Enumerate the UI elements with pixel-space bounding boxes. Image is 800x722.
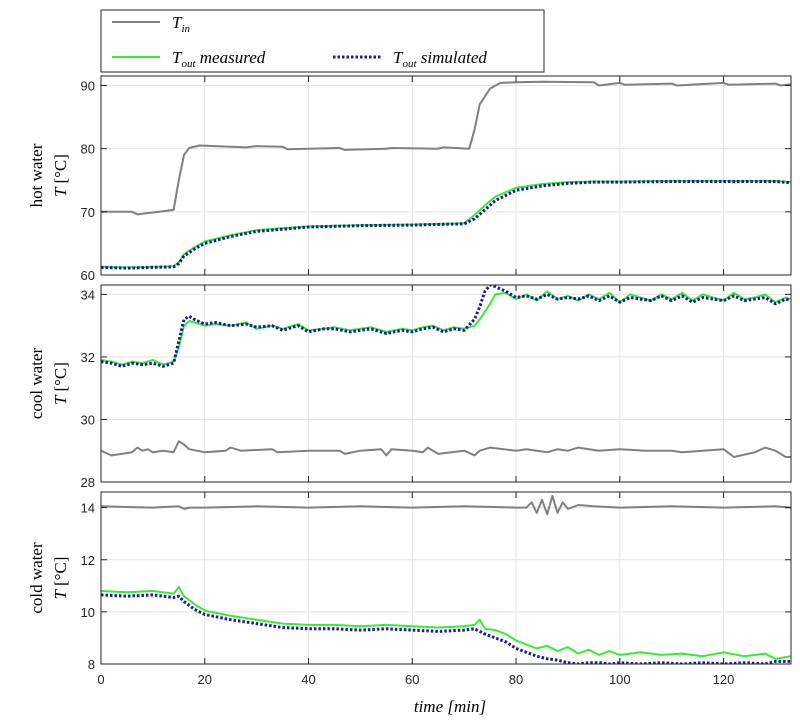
y-axis-variable: T bbox=[51, 392, 70, 405]
y-tick-label: 34 bbox=[81, 287, 95, 302]
x-tick-label: 60 bbox=[405, 672, 419, 687]
axes-frame bbox=[100, 75, 792, 276]
plot-area bbox=[101, 285, 791, 482]
y-tick-label: 60 bbox=[81, 268, 95, 283]
x-tick-label: 0 bbox=[97, 672, 104, 687]
x-tick-label: 120 bbox=[713, 672, 735, 687]
legend-label: Tin bbox=[172, 13, 191, 35]
legend-label: Tout measured bbox=[172, 48, 266, 70]
y-axis-title: cold water bbox=[27, 542, 46, 614]
series-group bbox=[101, 285, 791, 458]
panel-cool: 28 30 32 34 cool water T [°C] bbox=[27, 284, 792, 490]
series-group bbox=[101, 494, 791, 664]
y-tick-label: 12 bbox=[81, 553, 95, 568]
plot-area bbox=[101, 492, 791, 664]
axes-frame bbox=[100, 491, 792, 665]
series-group bbox=[101, 80, 791, 270]
x-axis-unit: [min] bbox=[447, 697, 486, 716]
y-axis-title: cool water bbox=[27, 348, 46, 420]
y-axis-unit: T [°C] bbox=[51, 557, 70, 600]
series-line-t-in bbox=[101, 440, 791, 458]
y-tick-label: 10 bbox=[81, 605, 95, 620]
y-tick-label: 90 bbox=[81, 78, 95, 93]
y-axis-variable: T bbox=[51, 586, 70, 599]
series-line-t-out-simulated bbox=[101, 285, 791, 368]
y-axis-unit-text: [°C] bbox=[51, 362, 70, 391]
y-tick-label: 80 bbox=[81, 142, 95, 157]
series-line-t-out-simulated bbox=[101, 593, 791, 664]
y-tick-label: 8 bbox=[88, 657, 95, 672]
y-tick-label: 30 bbox=[81, 412, 95, 427]
panel-cold: 8 10 12 14 0 20 40 60 80 100 120 cold water T [°C] bbox=[27, 491, 792, 687]
x-tick-label: 100 bbox=[609, 672, 631, 687]
panels: 60 70 80 90 hot water T [°C] 28 30 32 34 cool wate… bbox=[27, 75, 792, 687]
legend-entry: Tout simulated bbox=[333, 48, 487, 70]
axes-frame bbox=[100, 284, 792, 483]
y-tick-label: 14 bbox=[81, 501, 95, 516]
legend-entry: Tout measured bbox=[112, 48, 266, 70]
y-axis-variable: T bbox=[51, 184, 70, 197]
legend-label: Tout simulated bbox=[393, 48, 487, 70]
y-axis-unit-text: [°C] bbox=[51, 557, 70, 586]
x-axis-variable: time bbox=[414, 697, 448, 716]
y-tick-label: 28 bbox=[81, 475, 95, 490]
series-line-t-out-measured bbox=[101, 586, 791, 660]
y-tick-label: 70 bbox=[81, 205, 95, 220]
y-tick-label: 32 bbox=[81, 350, 95, 365]
x-axis-label: time [min] bbox=[414, 697, 486, 716]
series-line-t-in bbox=[101, 494, 791, 516]
y-axis-title: hot water bbox=[27, 143, 46, 207]
panel-hot: 60 70 80 90 hot water T [°C] bbox=[27, 75, 792, 283]
x-tick-label: 80 bbox=[509, 672, 523, 687]
legend: Tin Tout measured Tout simulated bbox=[100, 9, 545, 73]
y-axis-unit-text: [°C] bbox=[51, 154, 70, 183]
y-axis-unit: T [°C] bbox=[51, 362, 70, 405]
y-axis-unit: T [°C] bbox=[51, 154, 70, 197]
legend-box bbox=[100, 9, 545, 73]
x-tick-label: 20 bbox=[198, 672, 212, 687]
series-line-t-in bbox=[101, 80, 791, 216]
series-line-t-out-simulated bbox=[101, 180, 791, 270]
legend-entry: Tin bbox=[112, 13, 191, 35]
x-tick-label: 40 bbox=[301, 672, 315, 687]
